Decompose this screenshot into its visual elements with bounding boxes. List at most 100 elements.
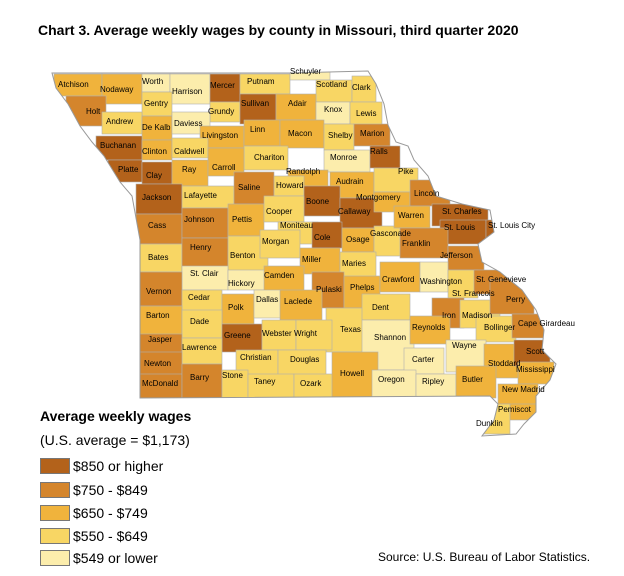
county-label-pettis: Pettis bbox=[232, 215, 252, 224]
legend-item-1: $850 or higher bbox=[40, 456, 163, 476]
chart-title: Chart 3. Average weekly wages by county … bbox=[38, 22, 519, 38]
county-label-st-genevieve: St. Genevieve bbox=[476, 275, 527, 284]
county-de-kalb bbox=[141, 115, 173, 141]
county-label-ralls: Ralls bbox=[370, 147, 388, 156]
county-mercer bbox=[209, 73, 241, 103]
county-label-bates: Bates bbox=[148, 253, 168, 262]
county-carter bbox=[403, 347, 445, 375]
legend-label-3: $650 - $749 bbox=[73, 505, 148, 521]
county-label-scotland: Scotland bbox=[316, 80, 347, 89]
county-henry bbox=[181, 237, 229, 271]
county-label-newton: Newton bbox=[144, 359, 171, 368]
county-label-cape-girardeau: Cape Girardeau bbox=[518, 319, 575, 328]
county-label-de-kalb: De Kalb bbox=[142, 123, 171, 132]
county-label-gasconade: Gasconade bbox=[370, 229, 411, 238]
county-label-maries: Maries bbox=[342, 259, 366, 268]
county-label-carroll: Carroll bbox=[212, 163, 236, 172]
county-label-buchanan: Buchanan bbox=[100, 141, 136, 150]
county-label-dunklin: Dunklin bbox=[476, 419, 503, 428]
county-label-st-louis: St. Louis bbox=[444, 223, 475, 232]
county-label-hickory: Hickory bbox=[228, 279, 255, 288]
county-label-adair: Adair bbox=[288, 99, 307, 108]
county-label-howell: Howell bbox=[340, 369, 364, 378]
county-label-warren: Warren bbox=[398, 211, 424, 220]
county-morgan bbox=[259, 229, 301, 259]
county-label-daviess: Daviess bbox=[174, 119, 202, 128]
county-franklin bbox=[399, 227, 449, 259]
county-label-moniteau: Moniteau bbox=[280, 221, 313, 230]
county-label-christian: Christian bbox=[240, 353, 272, 362]
county-label-texas: Texas bbox=[340, 325, 361, 334]
county-label-mcdonald: McDonald bbox=[142, 379, 178, 388]
county-label-mississippi: Mississippi bbox=[516, 365, 555, 374]
county-label-clark: Clark bbox=[352, 83, 372, 92]
county-label-saline: Saline bbox=[238, 183, 261, 192]
county-label-greene: Greene bbox=[224, 331, 251, 340]
county-label-henry: Henry bbox=[190, 243, 211, 252]
county-clark bbox=[351, 75, 377, 103]
county-label-cooper: Cooper bbox=[266, 207, 293, 216]
county-label-polk: Polk bbox=[228, 303, 245, 312]
county-label-randolph: Randolph bbox=[286, 167, 320, 176]
legend-swatch-3 bbox=[40, 505, 70, 521]
county-label-ripley: Ripley bbox=[422, 377, 444, 386]
county-label-wright: Wright bbox=[294, 329, 318, 338]
county-label-camden: Camden bbox=[264, 271, 294, 280]
county-miller bbox=[299, 247, 341, 275]
county-lawrence bbox=[181, 337, 223, 365]
county-label-jackson: Jackson bbox=[142, 193, 171, 202]
county-label-lewis: Lewis bbox=[356, 109, 376, 118]
county-reynolds bbox=[409, 315, 451, 345]
county-label-st-clair: St. Clair bbox=[190, 269, 219, 278]
county-label-morgan: Morgan bbox=[262, 237, 289, 246]
legend-label-1: $850 or higher bbox=[73, 458, 164, 474]
county-jefferson bbox=[447, 245, 485, 271]
county-label-miller: Miller bbox=[302, 255, 321, 264]
county-label-lafayette: Lafayette bbox=[184, 191, 217, 200]
county-label-franklin: Franklin bbox=[402, 239, 430, 248]
county-label-montgomery: Montgomery bbox=[356, 193, 400, 202]
county-label-livingston: Livingston bbox=[202, 131, 238, 140]
county-laclede bbox=[279, 289, 323, 321]
legend-subtitle: (U.S. average = $1,173) bbox=[40, 432, 190, 448]
legend-label-5: $549 or lower bbox=[73, 550, 158, 566]
county-ozark bbox=[293, 373, 339, 399]
county-label-cole: Cole bbox=[314, 233, 331, 242]
county-label-shelby: Shelby bbox=[328, 131, 352, 140]
legend-swatch-1 bbox=[40, 458, 70, 474]
county-label-benton: Benton bbox=[230, 251, 255, 260]
county-label-barton: Barton bbox=[146, 311, 170, 320]
legend-item-3: $650 - $749 bbox=[40, 503, 148, 523]
county-label-reynolds: Reynolds bbox=[412, 323, 445, 332]
county-label-butler: Butler bbox=[462, 375, 483, 384]
county-label-linn: Linn bbox=[250, 125, 265, 134]
county-label-dade: Dade bbox=[190, 317, 210, 326]
county-label-washington: Washington bbox=[420, 277, 462, 286]
county-label-atchison: Atchison bbox=[58, 80, 89, 89]
county-adair bbox=[275, 93, 317, 121]
county-vernon bbox=[135, 271, 183, 307]
county-label-clay: Clay bbox=[146, 171, 162, 180]
county-label-scott: Scott bbox=[526, 347, 545, 356]
county-label-pike: Pike bbox=[398, 167, 414, 176]
county-label-jasper: Jasper bbox=[148, 335, 172, 344]
county-label-jefferson: Jefferson bbox=[440, 251, 473, 260]
county-washington bbox=[419, 261, 449, 293]
county-webster bbox=[261, 319, 297, 351]
county-cass bbox=[135, 213, 183, 245]
county-harrison bbox=[169, 73, 211, 105]
source-note: Source: U.S. Bureau of Labor Statistics. bbox=[378, 550, 591, 564]
county-label-taney: Taney bbox=[254, 377, 275, 386]
county-label-johnson: Johnson bbox=[184, 215, 214, 224]
county-polk bbox=[221, 293, 255, 325]
county-label-knox: Knox bbox=[324, 105, 342, 114]
county-label-oregon: Oregon bbox=[378, 375, 405, 384]
county-label-chariton: Chariton bbox=[254, 153, 284, 162]
county-ripley bbox=[415, 373, 457, 399]
county-label-nodaway: Nodaway bbox=[100, 85, 133, 94]
legend-title: Average weekly wages bbox=[40, 408, 192, 424]
county-label-iron: Iron bbox=[442, 311, 456, 320]
legend-label-2: $750 - $849 bbox=[73, 482, 148, 498]
county-label-wayne: Wayne bbox=[452, 341, 477, 350]
county-label-osage: Osage bbox=[346, 235, 370, 244]
